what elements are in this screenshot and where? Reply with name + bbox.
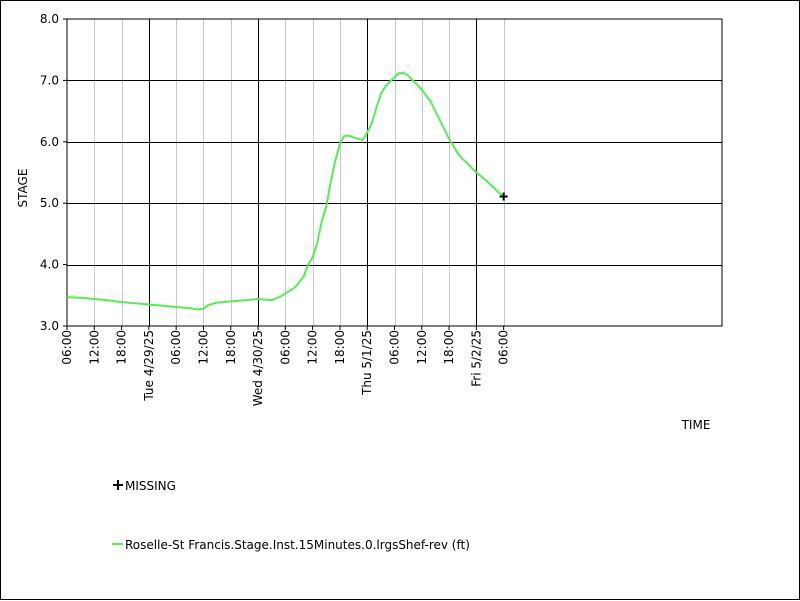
x-tick-label: 06:00 xyxy=(388,330,402,365)
series-line xyxy=(66,72,505,311)
x-tick-label: 18:00 xyxy=(224,330,238,365)
y-tick-label: 4.0 xyxy=(40,258,59,272)
missing-point-marker xyxy=(499,192,508,201)
x-axis-ticks: 06:00 12:00 18:00 Tue 4/29/25 06:00 12:00 18:0… xyxy=(60,326,511,406)
y-tick-label: 6.0 xyxy=(40,135,59,149)
x-tick-label: 12:00 xyxy=(196,330,210,365)
series-layer xyxy=(66,72,505,311)
x-tick-label: 12:00 xyxy=(306,330,320,365)
x-tick-label: Wed 4/30/25 xyxy=(251,330,265,406)
x-tick-label: Thu 5/1/25 xyxy=(360,330,374,396)
plot-border xyxy=(66,18,723,327)
y-tick-label: 3.0 xyxy=(40,319,59,333)
x-tick-label: 12:00 xyxy=(415,330,429,365)
minor-gridlines xyxy=(94,19,505,326)
y-axis-ticks: 3.0 4.0 5.0 6.0 7.0 8.0 xyxy=(40,12,67,333)
x-tick-label: 06:00 xyxy=(278,330,292,365)
x-tick-label: 06:00 xyxy=(60,330,74,365)
missing-markers xyxy=(499,192,508,201)
legend-missing: MISSING xyxy=(113,479,176,493)
y-axis-label: STAGE xyxy=(16,169,30,208)
y-tick-label: 8.0 xyxy=(40,12,59,26)
x-axis-label: TIME xyxy=(681,418,711,432)
legend-series-label: Roselle-St Francis.Stage.Inst.15Minutes.… xyxy=(125,538,470,552)
x-tick-label: 06:00 xyxy=(169,330,183,365)
missing-marker-icon xyxy=(113,480,123,490)
y-tick-label: 7.0 xyxy=(40,73,59,87)
major-gridlines xyxy=(67,19,722,326)
y-tick-label: 5.0 xyxy=(40,196,59,210)
x-tick-label: 18:00 xyxy=(115,330,129,365)
x-tick-label: Tue 4/29/25 xyxy=(142,330,156,402)
legend-series: Roselle-St Francis.Stage.Inst.15Minutes.… xyxy=(112,538,470,552)
x-tick-label: 12:00 xyxy=(87,330,101,365)
x-tick-label: Fri 5/2/25 xyxy=(469,330,483,387)
legend-missing-label: MISSING xyxy=(125,479,176,493)
x-tick-label: 18:00 xyxy=(442,330,456,365)
x-tick-label: 06:00 xyxy=(497,330,511,365)
x-tick-label: 18:00 xyxy=(333,330,347,365)
